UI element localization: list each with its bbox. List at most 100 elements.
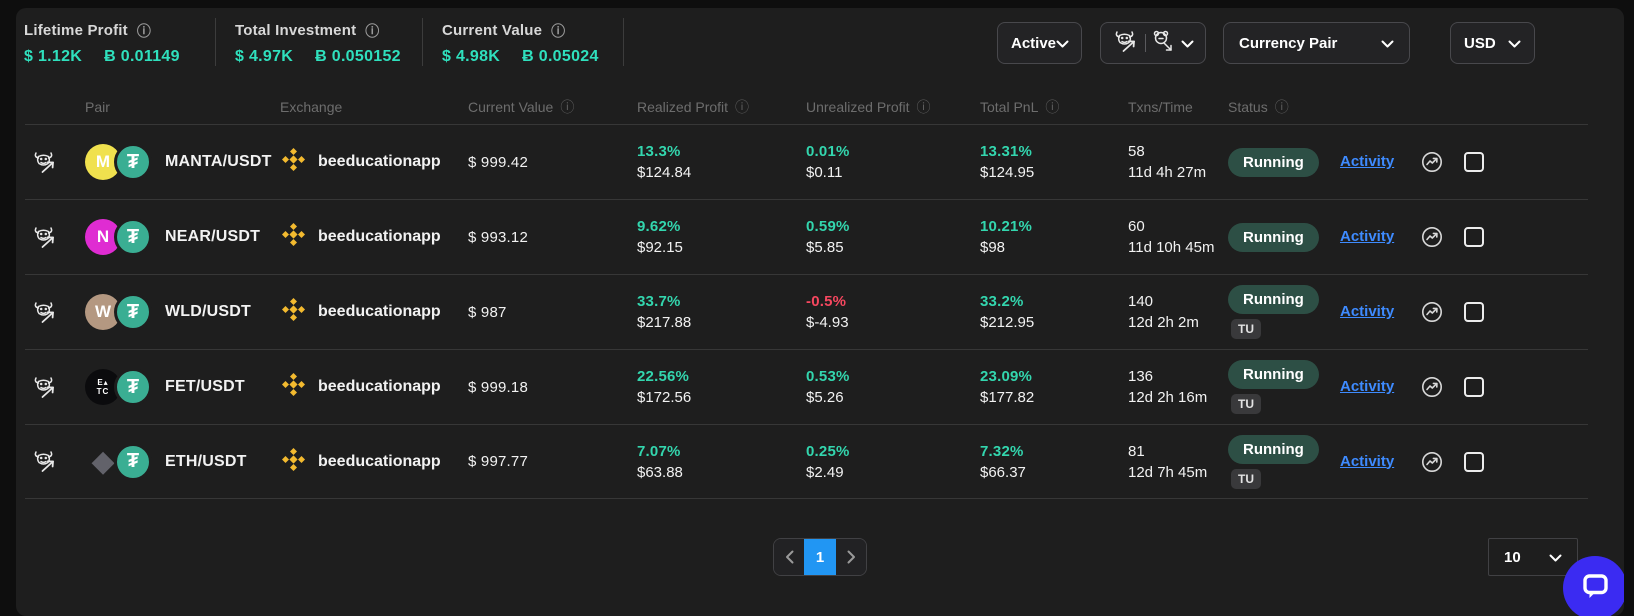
page-size-dropdown[interactable]: 10: [1488, 538, 1578, 576]
total-pnl-pct: 23.09%: [980, 368, 1033, 385]
total-pnl-cell: 13.31% $124.95: [980, 143, 1128, 181]
binance-exchange-icon: [280, 371, 307, 403]
activity-link[interactable]: Activity: [1340, 153, 1395, 170]
currency-dropdown[interactable]: USD: [1450, 22, 1535, 64]
status-filter-value: Active: [1011, 34, 1057, 52]
realized-profit-cell: 9.62% $92.15: [637, 218, 806, 256]
row-checkbox[interactable]: [1464, 451, 1484, 472]
header-pair: Pair: [85, 99, 110, 115]
txns-time-cell: 60 11d 10h 45m: [1128, 218, 1228, 256]
total-pnl-usd: $66.37: [980, 463, 1026, 481]
pair-label: MANTA/USDT: [165, 153, 272, 170]
unrealized-usd: $5.26: [806, 389, 844, 406]
prev-page-button[interactable]: [774, 539, 804, 575]
unrealized-pct: 0.01%: [806, 143, 850, 160]
exchange-name: beeducationapp: [318, 452, 441, 470]
info-icon[interactable]: ⓘ: [551, 22, 566, 39]
bot-type-filter-dropdown[interactable]: [1100, 22, 1206, 64]
row-checkbox[interactable]: [1464, 227, 1484, 247]
performance-gauge-icon[interactable]: [1420, 450, 1458, 474]
usdt-coin-icon: ₮: [114, 293, 152, 331]
unrealized-usd: $2.49: [806, 463, 844, 481]
current-value: $ 997.77: [468, 453, 528, 470]
pair-cell: M ₮ MANTA/USDT: [85, 143, 280, 181]
usdt-coin-icon: ₮: [114, 143, 152, 181]
performance-gauge-icon[interactable]: [1420, 225, 1458, 249]
activity-link[interactable]: Activity: [1340, 228, 1395, 245]
performance-gauge-icon[interactable]: [1420, 375, 1458, 399]
header-unrealized-profit: Unrealized Profit ⓘ: [806, 99, 931, 115]
row-checkbox[interactable]: [1464, 302, 1484, 322]
status-cell: Running TU: [1228, 434, 1340, 489]
realized-profit-cell: 7.07% $63.88: [637, 443, 806, 481]
info-icon[interactable]: ⓘ: [365, 22, 380, 39]
header-status: Status ⓘ: [1228, 99, 1289, 115]
info-icon[interactable]: ⓘ: [735, 99, 750, 115]
realized-usd: $172.56: [637, 389, 692, 406]
current-value: $ 999.42: [468, 153, 528, 171]
realized-pct: 9.62%: [637, 218, 681, 235]
stat-label: Lifetime Profit: [24, 22, 128, 39]
realized-pct: 22.56%: [637, 368, 690, 385]
status-badge: Running: [1228, 285, 1319, 314]
pair-label: WLD/USDT: [165, 303, 252, 320]
currency-pair-dropdown[interactable]: Currency Pair: [1223, 22, 1410, 64]
unrealized-profit-cell: 0.59% $5.85: [806, 218, 980, 256]
pair-cell: N ₮ NEAR/USDT: [85, 218, 280, 256]
activity-cell: Activity: [1340, 153, 1420, 171]
exchange-cell: beeducationapp: [280, 371, 468, 403]
bull-bot-icon: [25, 225, 85, 250]
activity-cell: Activity: [1340, 303, 1420, 321]
performance-gauge-icon[interactable]: [1420, 300, 1458, 324]
status-cell: Running: [1228, 222, 1340, 252]
exchange-cell: beeducationapp: [280, 296, 468, 328]
live-chat-button[interactable]: [1563, 556, 1624, 616]
status-filter-dropdown[interactable]: Active: [997, 22, 1082, 64]
tu-badge: TU: [1231, 468, 1261, 489]
next-page-button[interactable]: [836, 539, 866, 575]
runtime: 11d 10h 45m: [1128, 239, 1215, 256]
total-pnl-cell: 23.09% $177.82: [980, 368, 1128, 406]
total-pnl-pct: 7.32%: [980, 442, 1024, 460]
unrealized-usd: $5.85: [806, 239, 844, 256]
total-pnl-pct: 33.2%: [980, 293, 1024, 310]
page-number-button[interactable]: 1: [804, 539, 836, 575]
txns-time-cell: 58 11d 4h 27m: [1128, 143, 1228, 181]
row-checkbox[interactable]: [1464, 152, 1484, 172]
chat-bubble-icon: [1579, 570, 1611, 607]
currency-value: USD: [1464, 34, 1496, 52]
stat-lifetime-profit: Lifetime Profit ⓘ $ 1.12K Ƀ 0.01149: [24, 18, 196, 66]
realized-usd: $124.84: [637, 164, 692, 181]
activity-cell: Activity: [1340, 228, 1420, 246]
bull-bot-icon: [25, 300, 85, 325]
current-value: $ 999.18: [468, 378, 528, 396]
pair-cell: E▴ TC ₮ FET/USDT: [85, 368, 280, 406]
info-icon[interactable]: ⓘ: [560, 99, 575, 115]
realized-pct: 13.3%: [637, 143, 681, 160]
chevron-down-icon: [1549, 549, 1562, 566]
runtime: 12d 2h 16m: [1128, 389, 1208, 406]
row-checkbox[interactable]: [1464, 377, 1484, 397]
filter-controls: Active Currency Pair: [997, 22, 1535, 64]
pair-cell: ◆ ₮ ETH/USDT: [85, 442, 280, 481]
info-icon[interactable]: ⓘ: [1045, 99, 1060, 115]
info-icon[interactable]: ⓘ: [916, 99, 931, 115]
activity-link[interactable]: Activity: [1340, 452, 1395, 470]
activity-link[interactable]: Activity: [1340, 303, 1395, 320]
performance-gauge-icon[interactable]: [1420, 150, 1458, 174]
bull-bot-icon: [25, 449, 85, 474]
stat-btc-value: Ƀ 0.050152: [315, 48, 401, 65]
info-icon[interactable]: ⓘ: [1274, 99, 1289, 115]
current-value: $ 987: [468, 303, 507, 321]
pair-label: FET/USDT: [165, 378, 245, 395]
info-icon[interactable]: ⓘ: [136, 22, 152, 39]
checkbox-cell: [1458, 377, 1504, 397]
exchange-name: beeducationapp: [318, 303, 441, 320]
usdt-coin-icon: ₮: [114, 218, 152, 256]
tu-badge: TU: [1231, 394, 1261, 414]
binance-exchange-icon: [280, 146, 307, 178]
chevron-down-icon: [1381, 35, 1394, 52]
divider: [215, 18, 216, 66]
activity-link[interactable]: Activity: [1340, 378, 1395, 395]
table-row: M ₮ MANTA/USDT beeducationapp $ 999.42 1…: [25, 124, 1588, 199]
